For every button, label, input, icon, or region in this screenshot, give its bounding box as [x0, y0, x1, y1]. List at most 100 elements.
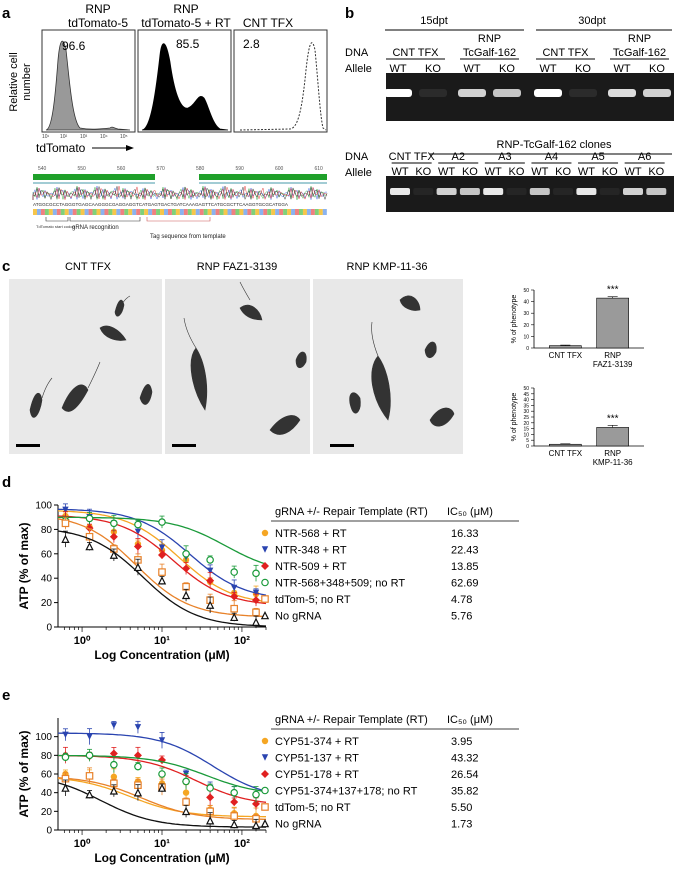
seq-position-label: 550 [78, 166, 87, 172]
bar-ylabel: % of phenotype [511, 295, 518, 344]
gel-top-allele: KO [499, 63, 515, 75]
gel-band [390, 188, 410, 195]
gel-bottom-allele-label: Allele [345, 167, 372, 179]
gel-top-allele: WT [389, 63, 406, 75]
dose-ylabel: ATP (% of max) [17, 731, 31, 818]
legend-series-name: No gRNA [275, 611, 322, 623]
gel-bottom-group: CNT TFX [389, 151, 436, 163]
legend-series-name: CYP51-374 + RT [275, 736, 359, 748]
gel-band [646, 188, 667, 195]
legend-series-name: CYP51-374+137+178; no RT [275, 786, 418, 798]
bar-ytick-label: 15 [523, 427, 529, 433]
time-label-30dpt: 30dpt [578, 15, 606, 27]
bar-ytick-label: 35 [523, 403, 529, 409]
bar-ylabel: % of phenotype [511, 393, 518, 442]
gel-band [384, 89, 412, 97]
gel-top-allele: WT [613, 63, 630, 75]
legend-ic50-value: 43.32 [451, 753, 479, 765]
micrograph-title-kmp: RNP KMP-11-36 [347, 261, 428, 273]
data-point [85, 514, 94, 523]
data-point [158, 544, 166, 551]
legend-ic50-value: 13.85 [451, 561, 479, 573]
flow-tick-5: 10⁵ [120, 134, 128, 140]
fit-curve [57, 518, 266, 618]
data-point [182, 798, 190, 806]
data-point [230, 612, 239, 622]
legend-series-name: NTR-348 + RT [275, 545, 347, 557]
data-point [260, 818, 270, 828]
data-point [158, 518, 166, 526]
seq-position-label: 600 [275, 166, 284, 172]
bar-ytick-label: 40 [523, 300, 529, 306]
bar-xtick-label: FAZ1-3139 [593, 360, 633, 369]
data-point [230, 798, 239, 806]
data-point [133, 751, 142, 760]
data-point [110, 722, 118, 729]
dose-ytick-label: 20 [41, 598, 53, 609]
dose-response-chart-d: 0 20 40 60 80 100 10⁰ 10¹ 10² Log Concentration (… [17, 501, 519, 662]
bar-ytick-label: 25 [523, 415, 529, 421]
bar-ytick-label: 0 [526, 346, 529, 352]
flow-tick-2: 10² [60, 134, 68, 140]
dose-xtick-label: 10⁰ [74, 838, 91, 850]
gel-bottom-group: A5 [591, 151, 604, 163]
bar-ytick-label: 40 [523, 398, 529, 404]
gel-top-allele: KO [575, 63, 591, 75]
data-point [61, 519, 70, 528]
micrograph-row: CNT TFX RNP FAZ1-3139 RNP KMP-11-36 [9, 261, 463, 454]
dose-ytick-label: 80 [41, 525, 53, 536]
legend-series-name: CYP51-178 + RT [275, 769, 359, 781]
data-point [252, 790, 260, 799]
flow-histogram-3: CNT TFX 2.8 [233, 16, 328, 133]
gel-top-allele: KO [649, 63, 665, 75]
gel-band [436, 188, 457, 195]
gel-bottom-allele: KO [462, 166, 478, 178]
micrograph-cnt [9, 279, 162, 454]
legend-series-name: CYP51-137 + RT [275, 753, 359, 765]
legend-ic50-value: 1.73 [451, 819, 472, 831]
data-point [110, 773, 118, 780]
legend-ic50-value: 5.76 [451, 611, 472, 623]
legend-ic50-value: 4.78 [451, 594, 472, 606]
significance-stars: *** [607, 413, 619, 424]
legend-ic50-value: 26.54 [451, 769, 479, 781]
legend-ic50-value: 5.50 [451, 802, 472, 814]
gel-band [506, 188, 527, 195]
fit-curve [57, 530, 267, 627]
gel-bottom: RNP-TcGalf-162 clones DNA Allele CNT TFX… [345, 139, 674, 212]
dose-ytick-label: 100 [35, 732, 52, 743]
data-point [181, 590, 191, 600]
dose-ytick-label: 80 [41, 751, 53, 762]
gel-band [413, 188, 434, 195]
legend-series-name: tdTom-5; no RT [275, 594, 351, 606]
data-point [261, 546, 269, 553]
panel-d-letter: d [2, 474, 11, 491]
data-point [133, 788, 143, 797]
seq-position-label: 610 [315, 166, 324, 172]
dose-xtick-label: 10¹ [154, 635, 170, 647]
data-point [61, 753, 70, 762]
data-point [61, 534, 70, 543]
data-point [133, 562, 143, 572]
sequence-chromatogram: 540 550 560 570 580 590 600 610 ATGGCGCCTAGGGTG… [32, 166, 328, 240]
data-point [157, 576, 167, 585]
gel-band [529, 188, 550, 195]
data-point [158, 770, 166, 778]
data-point [182, 777, 190, 786]
data-point [85, 772, 94, 780]
legend-ic50-value: 22.43 [451, 545, 479, 557]
flow2-title1: RNP [173, 2, 198, 16]
gel-band [553, 188, 574, 195]
gel-band [458, 89, 486, 97]
dose-ytick-label: 0 [46, 826, 52, 837]
gel-bottom-allele: KO [648, 166, 664, 178]
legend-header: gRNA +/- Repair Template (RT) [275, 714, 428, 726]
dose-ytick-label: 60 [41, 770, 53, 781]
data-point [85, 789, 94, 799]
bar-ytick-label: 50 [523, 386, 529, 392]
time-label-15dpt: 15dpt [420, 15, 448, 27]
flow-ylabel-1: Relative cell [8, 52, 20, 111]
flow-ylabel-2: number [21, 63, 33, 101]
legend-series-name: NTR-568 + RT [275, 528, 347, 540]
